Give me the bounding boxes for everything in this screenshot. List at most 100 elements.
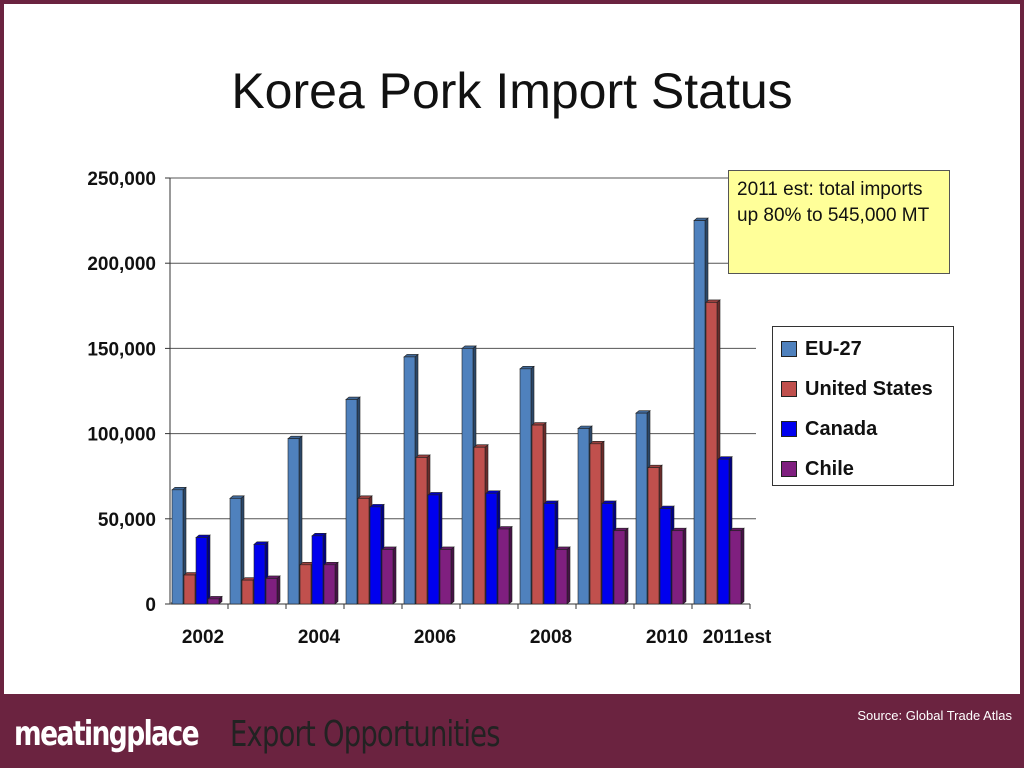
x-tick-label: 2004 bbox=[298, 627, 341, 648]
bar-chile-2002 bbox=[207, 598, 220, 605]
bar-top bbox=[253, 541, 269, 545]
y-tick-label: 150,000 bbox=[87, 339, 156, 360]
bar-united-states-2007 bbox=[473, 446, 486, 605]
x-tick-label: 2006 bbox=[414, 627, 456, 648]
legend-swatch bbox=[781, 421, 797, 437]
bar-side bbox=[566, 546, 571, 605]
bar-top bbox=[671, 527, 687, 532]
callout-box: 2011 est: total imports up 80% to 545,00… bbox=[728, 170, 950, 274]
footer-tagline: Export Opportunities bbox=[230, 714, 501, 755]
x-tick-label: 2008 bbox=[530, 627, 572, 648]
y-tick-label: 50,000 bbox=[98, 510, 156, 531]
bar-top bbox=[461, 345, 477, 349]
bar-top bbox=[403, 354, 419, 358]
bar-canada-2007 bbox=[485, 492, 498, 605]
y-tick-label: 100,000 bbox=[87, 425, 156, 446]
bar-top bbox=[693, 217, 709, 221]
bar-eu-27-2005 bbox=[345, 399, 358, 605]
bar-top bbox=[323, 562, 339, 566]
bar-top bbox=[705, 299, 721, 303]
bar-canada-2010 bbox=[659, 508, 672, 605]
bar-top bbox=[531, 422, 547, 426]
legend-swatch bbox=[781, 461, 797, 477]
bar-eu-27-2003 bbox=[229, 498, 242, 605]
bar-chile-2005 bbox=[381, 549, 394, 605]
bar-top bbox=[381, 546, 397, 550]
bar-canada-2009 bbox=[601, 503, 614, 605]
legend-item: EU-27 bbox=[781, 337, 862, 361]
page-title: Korea Pork Import Status bbox=[231, 63, 793, 119]
bar-top bbox=[357, 495, 373, 499]
bar-top bbox=[345, 396, 361, 400]
chart: 0 50,000 100,000 150,000 200,000 250,000 2002 2… bbox=[87, 169, 772, 648]
bar-top bbox=[415, 454, 431, 458]
bar-eu-27-2002 bbox=[171, 489, 184, 605]
y-tick-label: 0 bbox=[145, 595, 156, 616]
bar-top bbox=[369, 504, 385, 508]
source-note: Source: Global Trade Atlas bbox=[857, 708, 1012, 723]
bar-united-states-2002 bbox=[183, 574, 196, 605]
bar-united-states-2003 bbox=[241, 579, 254, 605]
bar-chile-2011est bbox=[729, 530, 742, 605]
bar-chile-2006 bbox=[439, 549, 452, 605]
bar-side bbox=[392, 546, 397, 605]
bar-top bbox=[555, 546, 571, 550]
legend-swatch bbox=[781, 381, 797, 397]
bar-side bbox=[508, 525, 513, 605]
legend-label: United States bbox=[805, 377, 933, 400]
bar-canada-2008 bbox=[543, 503, 556, 605]
bar-top bbox=[635, 410, 651, 414]
bar-top bbox=[229, 495, 245, 499]
bar-top bbox=[473, 444, 489, 448]
bar-united-states-2006 bbox=[415, 457, 428, 605]
bar-chile-2004 bbox=[323, 564, 336, 605]
bar-top bbox=[195, 534, 211, 538]
legend-item: Chile bbox=[781, 457, 854, 481]
bar-top bbox=[265, 575, 281, 579]
bar-side bbox=[206, 534, 211, 605]
bar-canada-2002 bbox=[195, 537, 208, 605]
bar-canada-2004 bbox=[311, 535, 324, 605]
bar-top bbox=[439, 546, 455, 550]
bar-united-states-2009 bbox=[589, 443, 602, 605]
bar-eu-27-2006 bbox=[403, 356, 416, 605]
bar-united-states-2010 bbox=[647, 467, 660, 605]
bar-united-states-2008 bbox=[531, 424, 544, 605]
bar-eu-27-2008 bbox=[519, 368, 532, 605]
bar-chile-2010 bbox=[671, 530, 684, 605]
bar-eu-27-2007 bbox=[461, 348, 474, 605]
bar-side bbox=[334, 561, 339, 605]
bar-top bbox=[601, 500, 617, 504]
bar-top bbox=[311, 533, 327, 537]
bar-eu-27-2011est bbox=[693, 220, 706, 605]
bar-top bbox=[659, 505, 675, 509]
bar-top bbox=[207, 596, 223, 600]
legend-label: EU-27 bbox=[805, 337, 862, 360]
legend-swatch bbox=[781, 341, 797, 357]
bar-top bbox=[577, 425, 593, 429]
bar-chile-2009 bbox=[613, 530, 626, 605]
legend-item: United States bbox=[781, 377, 933, 401]
bar-side bbox=[276, 575, 281, 605]
bar-side bbox=[682, 527, 687, 605]
bar-canada-2011est bbox=[717, 458, 730, 605]
bar-top bbox=[589, 441, 605, 445]
bar-top bbox=[613, 527, 629, 532]
bar-eu-27-2010 bbox=[635, 412, 648, 605]
x-tick-label: 2010 bbox=[646, 627, 688, 648]
bar-eu-27-2004 bbox=[287, 438, 300, 605]
bar-side bbox=[740, 527, 745, 605]
legend-item: Canada bbox=[781, 417, 877, 441]
bar-chile-2003 bbox=[265, 578, 278, 605]
bar-chile-2007 bbox=[497, 528, 510, 605]
bar-united-states-2005 bbox=[357, 498, 370, 605]
bar-top bbox=[543, 500, 559, 504]
legend-label: Canada bbox=[805, 417, 878, 440]
legend-label: Chile bbox=[805, 457, 854, 480]
bar-top bbox=[519, 366, 535, 370]
bar-top bbox=[485, 490, 501, 494]
bar-top bbox=[287, 435, 303, 440]
brand-logo: meatingplace bbox=[14, 714, 200, 754]
bar-united-states-2011est bbox=[705, 302, 718, 605]
bar-top bbox=[497, 526, 513, 530]
